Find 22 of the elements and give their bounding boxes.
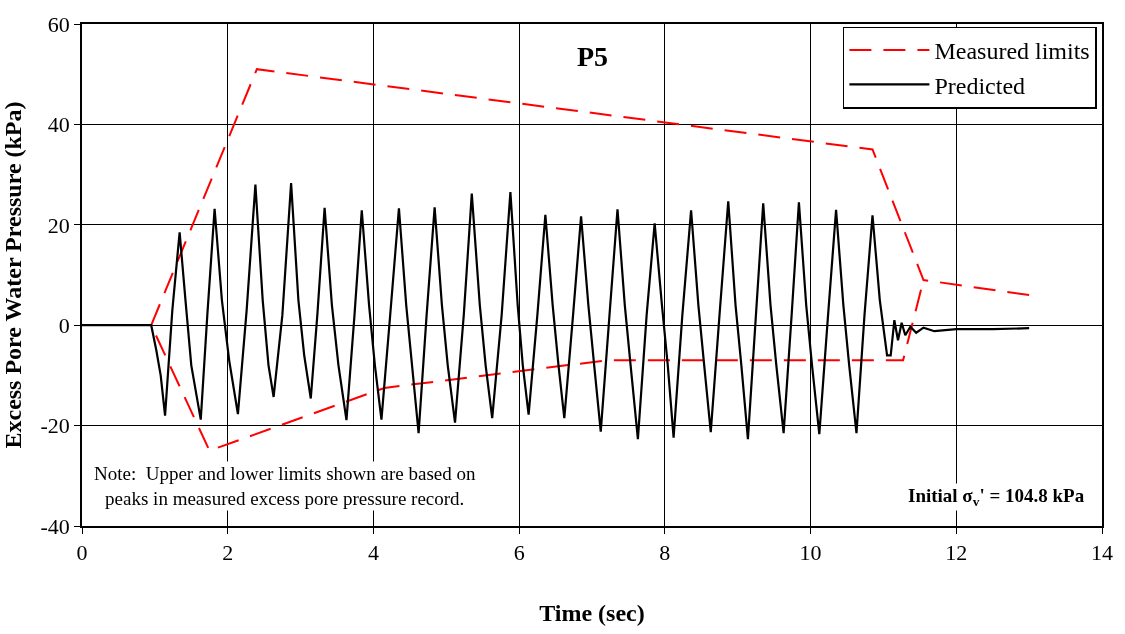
- y-tick-label: 40: [47, 112, 70, 138]
- x-tick-label: 2: [222, 540, 234, 566]
- annotation: P5: [577, 41, 609, 72]
- x-tick-label: 14: [1091, 540, 1113, 566]
- x-tick-label: 12: [945, 540, 968, 566]
- legend-label: Measured limits: [934, 38, 1090, 65]
- y-tick-label: 20: [47, 212, 70, 238]
- y-tick-label: 60: [47, 11, 70, 37]
- y-tick-label: -40: [40, 513, 70, 539]
- legend-label: Predicted: [934, 72, 1026, 99]
- y-tick-label: 0: [58, 312, 70, 338]
- y-tick-label: -20: [40, 413, 70, 439]
- x-tick-label: 4: [367, 540, 379, 566]
- x-axis-title: Time (sec): [539, 599, 645, 626]
- x-tick-label: 10: [799, 540, 822, 566]
- annotation: Note: Upper and lower limits shown are based on peaks in measured excess pore pressure record.: [94, 463, 476, 509]
- annotation: Initial σ$_{v}$' = 104.8 kPa: [908, 485, 1085, 509]
- y-axis-title: Excess Pore Water Pressure (kPa): [0, 101, 27, 449]
- line-series: [150, 68, 1031, 452]
- x-tick-label: 6: [513, 540, 525, 566]
- x-tick-label: 0: [76, 540, 88, 566]
- x-tick-label: 8: [659, 540, 671, 566]
